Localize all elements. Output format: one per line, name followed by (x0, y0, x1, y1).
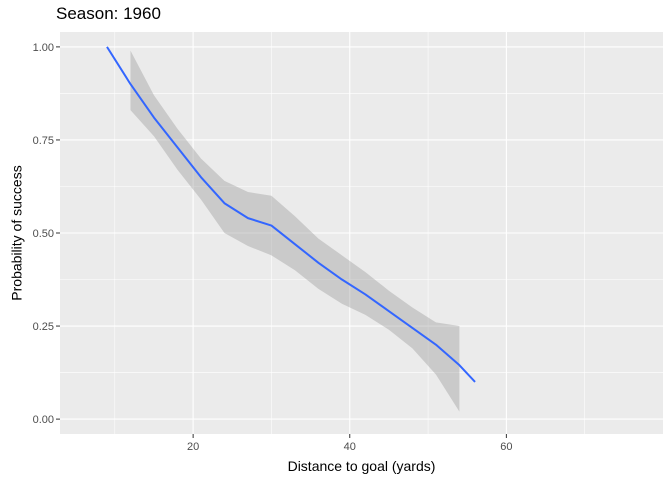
x-axis-title: Distance to goal (yards) (288, 458, 436, 474)
chart-title: Season: 1960 (56, 4, 161, 23)
axis-ticks (56, 46, 507, 438)
y-axis-title: Probability of success (9, 165, 25, 300)
confidence-band (130, 50, 460, 412)
y-tick-label: 0.25 (33, 321, 54, 333)
y-tick-label: 0.75 (33, 135, 54, 147)
y-tick-label: 0.00 (33, 414, 54, 426)
y-tick-label: 0.50 (33, 228, 54, 240)
x-tick-label: 40 (344, 441, 356, 453)
major-gridlines (60, 32, 663, 434)
x-tick-label: 20 (187, 441, 199, 453)
y-tick-label: 1.00 (33, 42, 54, 54)
smooth-line (106, 46, 476, 383)
x-tick-label: 60 (500, 441, 512, 453)
axis-tick-labels: 20 40 60 0.00 0.25 0.50 0.75 1.00 (33, 42, 513, 453)
